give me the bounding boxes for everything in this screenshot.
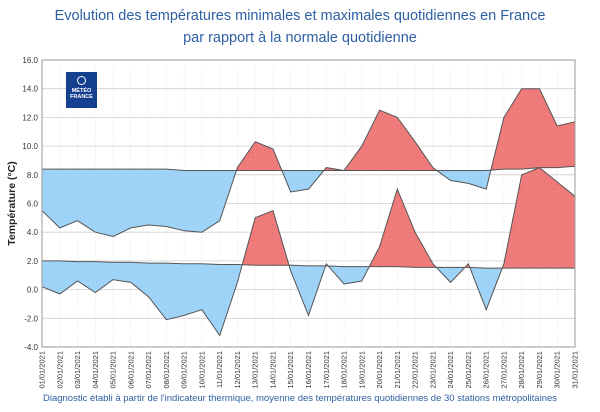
logo-line2: FRANCE [70,94,93,100]
x-tick-label: 25/01/2021 [464,351,473,389]
tmax-above-normal-area [323,110,437,171]
tmin-below-normal-area [328,266,370,284]
x-tick-label: 22/01/2021 [411,351,420,389]
x-tick-label: 04/01/2021 [91,351,100,389]
x-tick-label: 24/01/2021 [446,351,455,389]
x-tick-label: 13/01/2021 [251,351,260,389]
y-tick-label: 4.0 [27,228,39,237]
tmin-below-normal-area [469,267,503,310]
tmin-line [41,167,576,337]
x-tick-label: 14/01/2021 [268,351,277,389]
x-tick-label: 06/01/2021 [126,351,135,389]
y-tick-label: -4.0 [24,343,38,352]
y-tick-label: 12.0 [22,113,38,122]
tmin-above-normal-area [242,210,289,266]
y-axis-label: Température (°C) [6,161,18,246]
x-tick-label: 18/01/2021 [340,351,349,389]
plot-frame [41,59,576,348]
x-tick-label: 30/01/2021 [553,351,562,389]
tmax-above-normal-area [490,88,575,171]
tmax-line [41,88,576,238]
x-tick-label: 21/01/2021 [393,351,402,389]
logo-line1: MÉTÉO [71,88,92,94]
logo-circle-icon [77,76,86,85]
y-tick-label: 0.0 [27,286,39,295]
x-tick-label: 01/01/2021 [38,351,47,389]
x-tick-label: 09/01/2021 [180,351,189,389]
x-tick-label: 11/01/2021 [215,351,224,388]
x-tick-label: 19/01/2021 [357,351,366,389]
x-tick-label: 05/01/2021 [109,351,118,389]
y-tick-label: 6.0 [27,200,39,209]
x-tick-label: 23/01/2021 [428,351,437,389]
tmin-above-normal-area [502,167,575,269]
y-tick-label: 16.0 [22,56,38,65]
x-tick-label: 07/01/2021 [144,351,153,389]
tmin-below-normal-area [436,267,465,283]
x-tick-label: 26/01/2021 [482,351,491,389]
tmax-below-normal-area [281,170,324,192]
meteo-france-logo: MÉTÉO FRANCE [66,72,97,108]
tmax-below-normal-area [42,169,237,237]
tmax-above-normal-area [236,141,282,171]
x-tick-label: 17/01/2021 [322,351,331,389]
tmin-above-normal-area [369,189,437,268]
y-tick-label: 14.0 [22,85,38,94]
x-tick-label: 31/01/2021 [571,351,580,389]
y-tick-label: 10.0 [22,142,38,151]
x-tick-label: 29/01/2021 [535,351,544,389]
tmax-below-normal-area [436,170,491,190]
x-tick-label: 10/01/2021 [197,351,206,389]
x-tick-label: 02/01/2021 [55,351,64,389]
tmin-below-normal-area [42,260,243,336]
x-tick-label: 27/01/2021 [499,351,508,389]
chart-caption: Diagnostic établi à partir de l'indicate… [42,393,558,404]
x-tick-label: 15/01/2021 [286,351,295,389]
y-tick-label: 8.0 [27,171,39,180]
tmin-normal-line [42,260,575,269]
x-tick-label: 28/01/2021 [517,351,526,389]
x-tick-label: 08/01/2021 [162,351,171,389]
y-tick-label: -2.0 [24,314,38,323]
tmin-below-normal-area [289,265,326,316]
chart-title-line2: par rapport à la normale quotidienne [183,30,417,46]
y-tick-label: 2.0 [27,257,39,266]
chart-title-line1: Evolution des températures minimales et … [54,8,546,24]
x-tick-label: 20/01/2021 [375,351,384,389]
x-tick-label: 03/01/2021 [73,351,82,389]
x-tick-label: 16/01/2021 [304,351,313,389]
tmax-normal-line [42,165,576,171]
x-tick-label: 12/01/2021 [233,351,242,389]
